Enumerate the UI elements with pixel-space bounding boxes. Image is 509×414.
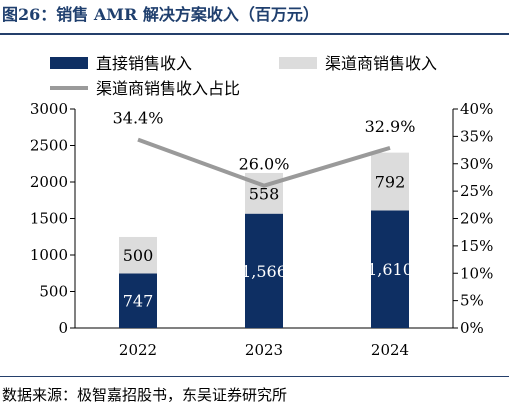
- figure-title: 图26：销售 AMR 解决方案收入（百万元）: [2, 5, 319, 24]
- data-label-share: 34.4%: [113, 109, 164, 128]
- legend-swatch-direct: [50, 57, 88, 69]
- legend-swatch-channel: [279, 57, 317, 69]
- data-label-direct: 1,610: [367, 260, 413, 279]
- x-tick-label: 2023: [245, 341, 283, 359]
- y-left-tick-label: 1000: [30, 246, 68, 264]
- data-label-direct: 1,566: [241, 262, 287, 281]
- y-left-tick-label: 2500: [30, 137, 68, 155]
- bar-direct: [245, 213, 283, 328]
- y-left-tick-label: 1500: [30, 210, 68, 228]
- source-note: 数据来源：极智嘉招股书，东吴证券研究所: [2, 386, 288, 404]
- data-label-direct: 747: [123, 292, 154, 311]
- data-label-channel: 792: [375, 173, 406, 192]
- bar-direct: [371, 210, 409, 328]
- y-right-tick-label: 30%: [460, 155, 493, 173]
- y-left-tick-label: 0: [58, 319, 68, 337]
- title-divider: [0, 33, 509, 35]
- data-label-channel: 558: [249, 184, 280, 203]
- x-tick-label: 2024: [371, 341, 409, 359]
- y-right-tick-label: 40%: [460, 100, 493, 118]
- legend-label-share: 渠道商销售收入占比: [96, 79, 240, 98]
- bar-channel: [119, 236, 157, 274]
- chart-area: 直接销售收入 渠道商销售收入渠道商销售收入占比 0 500 1000 1500 2000 25…: [0, 36, 509, 374]
- legend-label-channel: 渠道商销售收入: [325, 54, 437, 73]
- bar-channel: [371, 152, 409, 211]
- y-right-tick-label: 35%: [460, 127, 493, 145]
- source-divider: [0, 376, 509, 377]
- y-right-tick-label: 15%: [460, 237, 493, 255]
- y-left-tick-label: 3000: [30, 100, 68, 118]
- data-label-share: 26.0%: [239, 155, 290, 174]
- legend-label-direct: 直接销售收入: [96, 54, 192, 73]
- y-right-tick-label: 25%: [460, 182, 493, 200]
- y-right-tick-label: 20%: [460, 210, 493, 228]
- data-label-channel: 500: [123, 246, 154, 265]
- x-tick-label: 2022: [119, 341, 157, 359]
- y-left-tick-label: 2000: [30, 173, 68, 191]
- y-left-tick-label: 500: [39, 283, 68, 301]
- y-right-tick-label: 10%: [460, 264, 493, 282]
- bar-direct: [119, 273, 157, 328]
- data-label-share: 32.9%: [365, 117, 416, 136]
- y-right-tick-label: 5%: [460, 292, 484, 310]
- y-right-tick-label: 0%: [460, 319, 484, 337]
